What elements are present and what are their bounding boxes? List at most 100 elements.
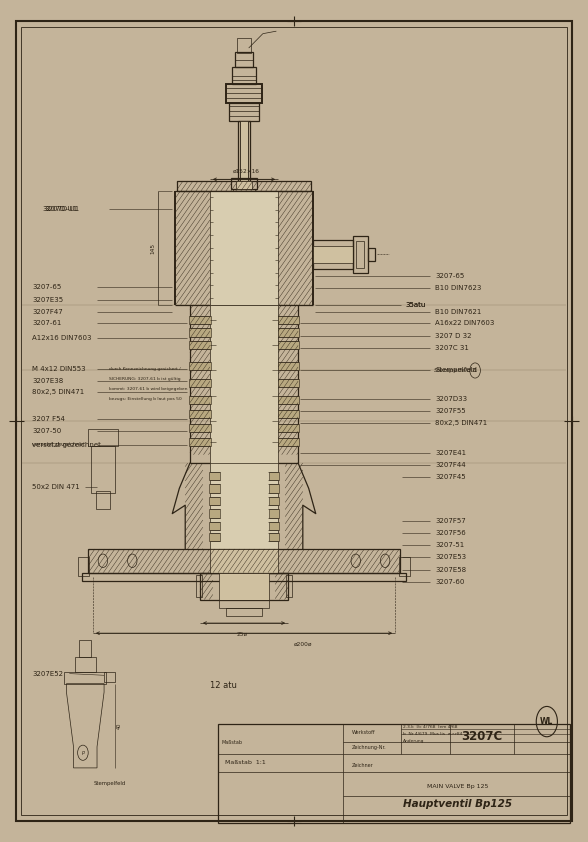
Text: 35atu: 35atu bbox=[406, 301, 426, 308]
Text: Zeichner: Zeichner bbox=[352, 764, 373, 769]
Text: kommt: 3207-61 b wird beigegeben: kommt: 3207-61 b wird beigegeben bbox=[109, 387, 188, 391]
Bar bbox=[200, 573, 288, 600]
Text: ø200ø: ø200ø bbox=[293, 642, 312, 647]
Text: 3207E52: 3207E52 bbox=[32, 670, 64, 677]
Bar bbox=[269, 484, 279, 493]
Text: 3207-61: 3207-61 bbox=[32, 320, 62, 327]
Bar bbox=[278, 316, 299, 324]
Text: ø152×16: ø152×16 bbox=[233, 169, 260, 174]
Text: bezugs: Einstellung b laut pos 50: bezugs: Einstellung b laut pos 50 bbox=[109, 397, 182, 401]
Bar bbox=[236, 181, 252, 189]
Bar bbox=[209, 509, 220, 518]
Bar bbox=[219, 600, 269, 608]
Text: M 4x12 DIN553: M 4x12 DIN553 bbox=[32, 365, 86, 372]
Text: B10 DIN7623: B10 DIN7623 bbox=[435, 285, 482, 291]
Text: 40: 40 bbox=[117, 722, 122, 729]
Bar bbox=[278, 410, 299, 418]
Text: 3207D-U1: 3207D-U1 bbox=[42, 205, 78, 212]
Bar bbox=[238, 121, 250, 181]
Bar bbox=[278, 341, 299, 349]
Text: 3207-60: 3207-60 bbox=[435, 578, 465, 585]
Text: 3207E53: 3207E53 bbox=[435, 554, 466, 561]
Bar bbox=[269, 509, 279, 518]
Text: 3207E35: 3207E35 bbox=[32, 296, 64, 303]
Text: versetzt gezeichnet: versetzt gezeichnet bbox=[32, 442, 85, 447]
Bar bbox=[189, 328, 211, 337]
Text: 35atu: 35atu bbox=[406, 301, 426, 308]
Bar bbox=[177, 181, 311, 191]
Bar bbox=[189, 316, 211, 324]
Bar bbox=[189, 396, 211, 404]
Bar bbox=[88, 429, 118, 446]
Bar bbox=[226, 84, 262, 103]
Text: versetzt gezeichnet: versetzt gezeichnet bbox=[32, 441, 101, 448]
Text: 3207E58: 3207E58 bbox=[435, 567, 466, 573]
Text: A16x22 DIN7603: A16x22 DIN7603 bbox=[435, 320, 495, 327]
Text: 3207C: 3207C bbox=[462, 729, 503, 743]
Text: 3207F45: 3207F45 bbox=[435, 473, 466, 480]
Text: p: p bbox=[81, 750, 85, 755]
Text: 80x2,5 DIN471: 80x2,5 DIN471 bbox=[32, 389, 85, 396]
Text: Stempelfeld: Stempelfeld bbox=[94, 781, 126, 786]
Bar bbox=[278, 328, 299, 337]
Bar bbox=[269, 497, 279, 505]
Bar bbox=[356, 241, 364, 268]
Bar bbox=[82, 573, 406, 581]
Text: b  Nr 4/679  Mus lis  w.r.r84: b Nr 4/679 Mus lis w.r.r84 bbox=[403, 732, 463, 736]
Bar bbox=[88, 549, 400, 573]
Bar bbox=[196, 575, 202, 597]
Text: 145: 145 bbox=[151, 242, 156, 253]
Text: 50x2 DIN 471: 50x2 DIN 471 bbox=[32, 483, 80, 490]
Text: Werkstoff: Werkstoff bbox=[352, 729, 375, 734]
Text: MAIN VALVE Bp 125: MAIN VALVE Bp 125 bbox=[427, 784, 488, 789]
Bar bbox=[189, 379, 211, 387]
Bar bbox=[209, 522, 220, 530]
Bar bbox=[75, 657, 96, 672]
Text: 25ø: 25ø bbox=[236, 632, 247, 637]
Bar bbox=[64, 672, 106, 684]
Text: 2.3.k  I/c 4/768  Iem 4/68: 2.3.k I/c 4/768 Iem 4/68 bbox=[403, 725, 458, 729]
Text: 3207F57: 3207F57 bbox=[435, 518, 466, 525]
Bar bbox=[232, 67, 256, 84]
Bar bbox=[313, 246, 353, 263]
Bar bbox=[278, 379, 299, 387]
Bar bbox=[353, 236, 368, 273]
Text: 3207E41: 3207E41 bbox=[435, 450, 466, 456]
Text: 3207C 31: 3207C 31 bbox=[435, 344, 469, 351]
Bar bbox=[278, 396, 299, 404]
Text: Stempelfeld: Stempelfeld bbox=[434, 368, 472, 373]
Bar bbox=[240, 121, 248, 181]
Bar bbox=[278, 438, 299, 446]
Text: Hauptventil Bp125: Hauptventil Bp125 bbox=[403, 798, 512, 808]
Bar bbox=[189, 438, 211, 446]
Bar bbox=[229, 103, 259, 121]
Bar bbox=[278, 362, 299, 370]
Bar bbox=[210, 549, 278, 573]
Bar bbox=[189, 424, 211, 432]
Text: 3207-50: 3207-50 bbox=[32, 428, 62, 434]
Bar bbox=[91, 446, 115, 493]
Text: 3207 D 32: 3207 D 32 bbox=[435, 333, 472, 339]
Bar bbox=[313, 240, 353, 269]
Text: 3207 F54: 3207 F54 bbox=[32, 416, 65, 423]
Bar bbox=[269, 533, 279, 541]
Bar bbox=[368, 248, 375, 261]
Text: 3207F44: 3207F44 bbox=[435, 461, 466, 468]
Text: 3207D-U1: 3207D-U1 bbox=[45, 205, 80, 212]
Bar bbox=[209, 533, 220, 541]
Bar bbox=[209, 472, 220, 480]
Text: Anderung: Anderung bbox=[403, 739, 425, 743]
Text: WL: WL bbox=[540, 717, 553, 726]
Bar bbox=[278, 424, 299, 432]
Bar bbox=[237, 38, 251, 53]
Text: 3207F47: 3207F47 bbox=[32, 308, 63, 315]
Text: Stempelfeld: Stempelfeld bbox=[435, 367, 477, 374]
Text: 21: 21 bbox=[472, 368, 478, 373]
Bar bbox=[218, 724, 570, 823]
Bar bbox=[210, 463, 278, 549]
Bar bbox=[189, 362, 211, 370]
Bar bbox=[235, 52, 253, 67]
Bar bbox=[269, 472, 279, 480]
Text: Zeichnung-Nr.: Zeichnung-Nr. bbox=[352, 745, 386, 750]
Text: B10 DIN7621: B10 DIN7621 bbox=[435, 308, 482, 315]
